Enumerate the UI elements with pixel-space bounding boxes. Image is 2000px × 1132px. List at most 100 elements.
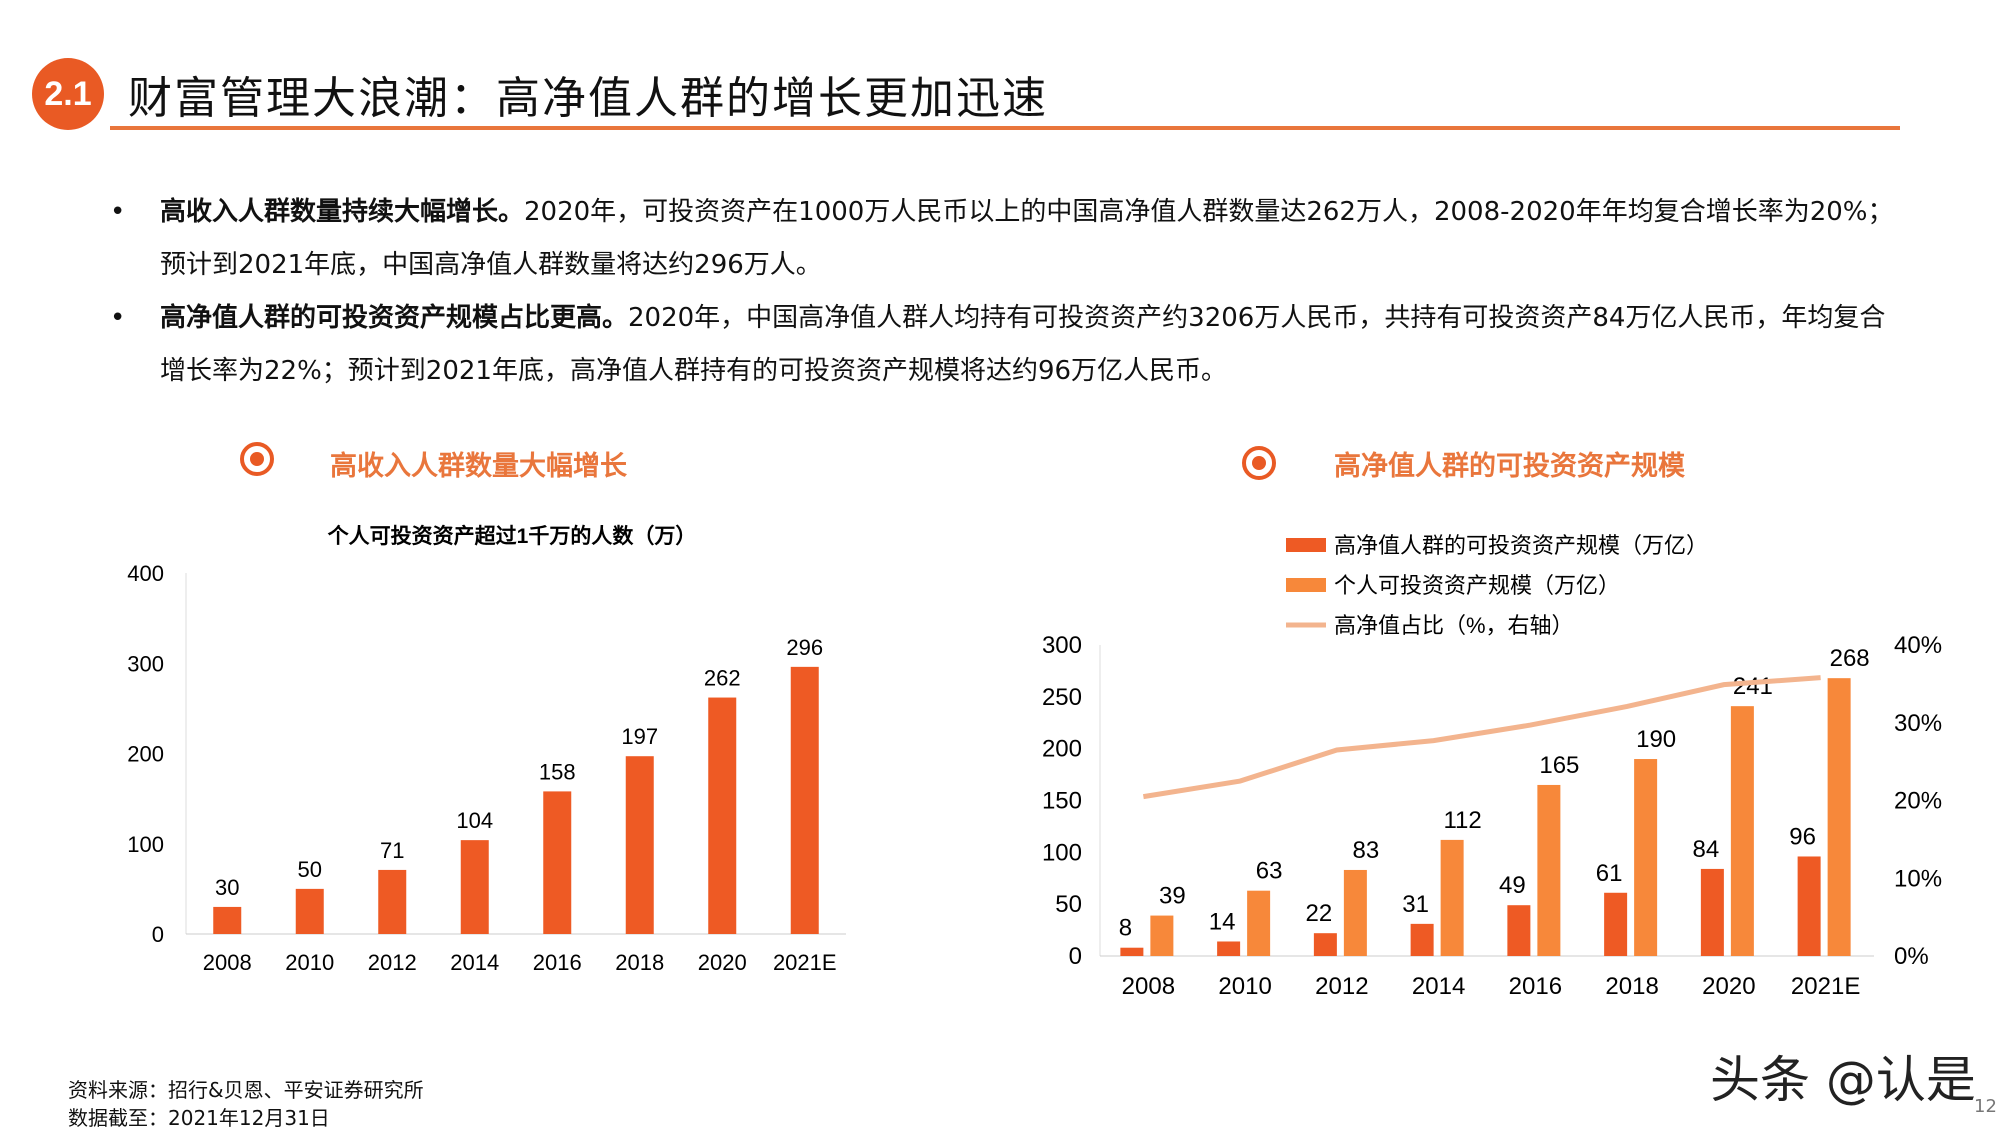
data-label: 96 [1789,823,1816,850]
x-tick-label: 2012 [1315,973,1368,1000]
page-number: 12 [1974,1096,1997,1117]
bar [1150,915,1174,956]
data-label: 268 [1830,645,1870,672]
data-label: 22 [1306,900,1333,927]
bar [1604,892,1628,956]
bullet-list: • 高收入人群数量持续大幅增长。2020年，可投资资产在1000万人民币以上的中国… [110,186,1900,398]
bar [378,869,407,934]
y2-tick-label: 0% [1894,943,1929,970]
x-tick-label: 2020 [698,950,747,975]
data-label: 50 [298,857,322,882]
y-tick-label: 200 [1042,736,1082,763]
data-label: 31 [1402,891,1429,918]
y2-tick-label: 40% [1894,632,1942,659]
data-label: 190 [1636,726,1676,753]
x-tick-label: 2021E [773,950,837,975]
y-tick-label: 300 [1042,632,1082,659]
title-divider [110,126,1900,130]
y-tick-label: 100 [1042,839,1082,866]
x-tick-label: 2010 [285,950,334,975]
bar [1634,759,1658,956]
bar [1700,868,1724,956]
x-tick-label: 2018 [615,950,664,975]
bar [460,840,489,934]
bullet-item: • 高净值人群的可投资资产规模占比更高。2020年，中国高净值人群人均持有可投资资… [110,303,1886,386]
chart-hnw-population: 个人可投资资产超过1千万的人数（万） 0 100 200 300 400 30 2008 50 2… [127,524,846,975]
y-tick-label: 150 [1042,788,1082,815]
data-label: 61 [1596,860,1623,887]
bar [1537,784,1561,956]
y-tick-label: 400 [127,561,164,586]
line-series [1142,675,1821,800]
y-tick-label: 0 [1069,943,1082,970]
bar [625,756,654,934]
watermark: 头条 @认是 [1710,1051,1976,1109]
bar [1797,856,1821,956]
x-tick-label: 2008 [1122,973,1175,1000]
y2-tick-label: 30% [1894,710,1942,737]
bar [1120,947,1144,956]
data-label: 262 [704,666,741,691]
legend-label: 高净值占比（%，右轴） [1334,613,1574,638]
legend-swatch [1286,538,1326,552]
data-label: 112 [1443,807,1481,834]
section-number-badge: 2.1 [32,58,104,130]
bar [1827,678,1851,956]
bar [1507,905,1531,956]
y-tick-label: 200 [127,742,164,767]
bullet-text: 2020年，中国高净值人群人均持有可投资资产约3206万人民币，共持有可投资资产… [160,303,1886,386]
bar [1247,890,1271,956]
source-note: 资料来源：招行&贝恩、平安证券研究所 [68,1078,424,1102]
bullet-heading: 高净值人群的可投资资产规模占比更高。 [160,303,629,333]
y-tick-label: 100 [127,832,164,857]
data-label: 30 [215,875,239,900]
data-label: 39 [1159,883,1186,910]
legend-label: 个人可投资资产规模（万亿） [1334,573,1620,598]
data-label: 165 [1539,752,1579,779]
y-tick-label: 300 [127,651,164,676]
section-heading-left: 高收入人群数量大幅增长 [330,451,627,482]
data-label: 84 [1693,836,1720,863]
bullet-item: • 高收入人群数量持续大幅增长。2020年，可投资资产在1000万人民币以上的中国… [110,197,1894,280]
chart-title: 个人可投资资产超过1千万的人数（万） [328,524,697,548]
x-tick-label: 2008 [203,950,252,975]
section-heading-right: 高净值人群的可投资资产规模 [1334,451,1685,482]
y2-tick-label: 10% [1894,865,1942,892]
date-note: 数据截至：2021年12月31日 [68,1106,330,1130]
x-tick-label: 2018 [1605,973,1658,1000]
data-label: 49 [1499,872,1526,899]
x-tick-label: 2012 [368,950,417,975]
bar [1217,941,1241,956]
bar [1730,706,1754,956]
bar [543,791,572,934]
bar [295,888,324,934]
bullet-heading: 高收入人群数量持续大幅增长。 [160,197,525,227]
bar [213,906,242,934]
footer: 资料来源：招行&贝恩、平安证券研究所 数据截至：2021年12月31日 [68,1076,424,1132]
data-label: 158 [539,759,576,784]
legend-swatch [1286,578,1326,592]
bar [1343,869,1367,956]
data-label: 296 [786,635,823,660]
x-tick-label: 2020 [1702,973,1755,1000]
legend-label: 高净值人群的可投资资产规模（万亿） [1334,533,1708,558]
chart-investable-assets: 高净值人群的可投资资产规模（万亿） 个人可投资资产规模（万亿） 高净值占比（%，右轴… [1042,533,1942,1000]
data-label: 241 [1733,673,1773,700]
bar [1313,933,1337,956]
bullet-text: 2020年，可投资资产在1000万人民币以上的中国高净值人群数量达262万人，2… [160,197,1894,280]
page-title: 财富管理大浪潮：高净值人群的增长更加迅速 [128,73,1048,124]
data-label: 8 [1119,915,1132,942]
data-label: 197 [621,724,658,749]
bar [1440,839,1464,956]
data-label: 71 [380,838,404,863]
x-tick-label: 2016 [533,950,582,975]
target-bullet-icon [240,442,274,476]
bar [1410,923,1434,956]
y2-tick-label: 20% [1894,788,1942,815]
x-tick-label: 2014 [1412,973,1465,1000]
y-tick-label: 0 [152,922,164,947]
data-label: 14 [1209,908,1236,935]
data-label: 83 [1353,837,1380,864]
x-tick-label: 2014 [450,950,499,975]
bar [708,697,737,934]
